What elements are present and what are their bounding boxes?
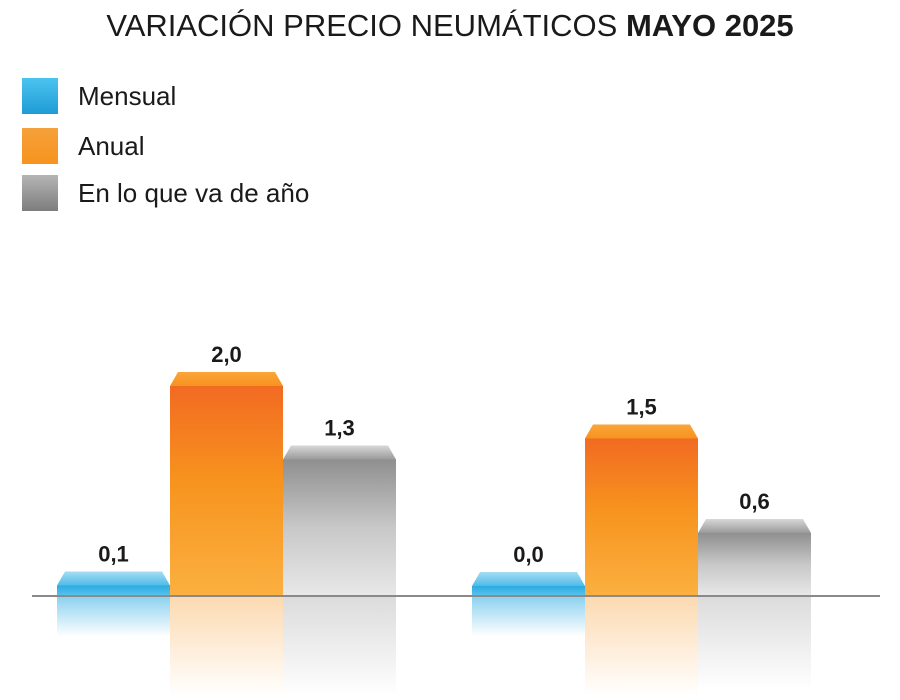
- bar-anual-1: [170, 372, 283, 596]
- bar-reflection-anual-1: [170, 596, 283, 696]
- bar-reflection-mensual-2: [472, 596, 585, 636]
- chart-title-main: VARIACIÓN PRECIO NEUMÁTICOS: [106, 8, 618, 43]
- bar-top-anual-2: [585, 424, 698, 439]
- data-label-ytd-2: 0,6: [739, 489, 770, 514]
- bar-reflection-mensual-1: [57, 596, 170, 637]
- bar-top-ytd-2: [698, 519, 811, 533]
- data-label-anual-2: 1,5: [626, 395, 657, 420]
- legend-label-mensual: Mensual: [78, 81, 177, 111]
- legend-swatch-mensual: [22, 78, 58, 114]
- bar-top-mensual-2: [472, 572, 585, 586]
- chart-title-date: MAYO 2025: [625, 8, 794, 43]
- bar-body-mensual-2: [472, 586, 585, 596]
- data-label-ytd-1: 1,3: [324, 416, 355, 441]
- chart-title: VARIACIÓN PRECIO NEUMÁTICOS MAYO 2025: [0, 8, 900, 44]
- bar-anual-2: [585, 424, 698, 596]
- bar-body-ytd-2: [698, 533, 811, 596]
- bar-ytd-1: [283, 445, 396, 596]
- bar-body-anual-2: [585, 438, 698, 596]
- legend-swatch-anual: [22, 128, 58, 164]
- bar-reflection-ytd-1: [283, 596, 396, 696]
- bar-reflection-anual-2: [585, 596, 698, 696]
- bar-ytd-2: [698, 519, 811, 596]
- bar-body-mensual-1: [57, 585, 170, 596]
- bar-top-anual-1: [170, 372, 283, 386]
- data-label-mensual-1: 0,1: [98, 542, 129, 567]
- bars-group: 0,1 0,0 2,0 1,5 1,3 0,6: [57, 342, 811, 596]
- legend-swatch-ytd: [22, 175, 58, 211]
- bar-mensual-1: [57, 571, 170, 596]
- legend-label-ytd: En lo que va de año: [78, 178, 310, 208]
- bar-top-mensual-1: [57, 571, 170, 586]
- bar-reflection-ytd-2: [698, 596, 811, 689]
- bar-top-ytd-1: [283, 445, 396, 460]
- bar-reflections: [57, 596, 811, 696]
- data-label-anual-1: 2,0: [211, 342, 242, 367]
- bar-mensual-2: [472, 572, 585, 596]
- bar-body-anual-1: [170, 386, 283, 596]
- data-label-mensual-2: 0,0: [513, 542, 544, 567]
- bar-body-ytd-1: [283, 459, 396, 596]
- legend-label-anual: Anual: [78, 131, 145, 161]
